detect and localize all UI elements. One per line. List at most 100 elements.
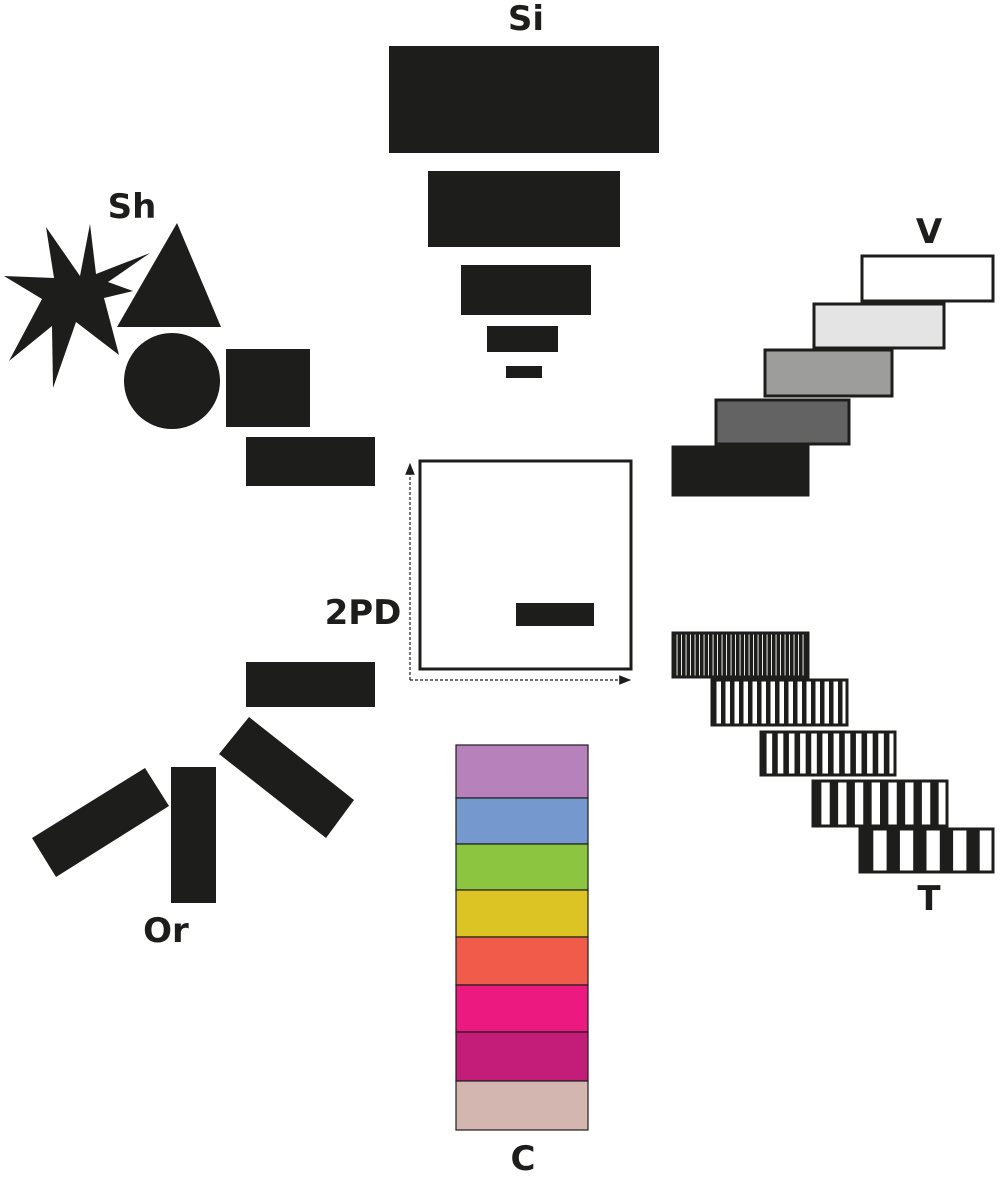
texture-stripe <box>700 633 704 677</box>
texture-stripe <box>828 732 834 775</box>
value-step-1 <box>671 445 810 497</box>
texture-stripe <box>709 633 713 677</box>
texture-stripe <box>718 633 722 677</box>
texture-stripe <box>722 633 727 677</box>
texture-step-2 <box>710 678 849 727</box>
texture-stripe <box>793 680 798 725</box>
texture-stripe <box>772 633 776 677</box>
texture-stripe <box>784 680 789 725</box>
texture-stripe <box>713 633 718 677</box>
texture-stripe <box>850 732 856 775</box>
texture-stripe <box>739 680 744 725</box>
texture-stripe <box>727 633 731 677</box>
value-step-3 <box>763 348 894 398</box>
texture-stripe <box>785 633 790 677</box>
color-swatch-8 <box>455 1080 589 1131</box>
shape-group: Sh <box>4 187 375 486</box>
texture-step-5 <box>858 827 995 874</box>
texture-stripe <box>896 781 906 826</box>
texture-stripe <box>790 633 794 677</box>
two-point-discrimination-group: 2PD <box>325 459 633 685</box>
rectangle-shape-icon <box>246 437 375 486</box>
texture-stripe <box>930 781 939 826</box>
texture-stripe <box>883 732 890 775</box>
value-step-5 <box>860 254 995 303</box>
texture-stripe <box>686 633 691 677</box>
texture-stripe <box>740 633 745 677</box>
texture-stripe <box>731 633 736 677</box>
texture-stripe <box>860 829 874 872</box>
texture-stripe <box>775 680 780 725</box>
texture-stripe <box>813 781 822 826</box>
value-step-2 <box>714 398 851 446</box>
texture-stripe <box>838 680 843 725</box>
texture-stripe <box>829 781 839 826</box>
orientation-rect-vertical <box>171 767 216 903</box>
color-group: C <box>455 744 589 1179</box>
texture-stripe <box>816 732 823 775</box>
color-swatch-7 <box>455 1031 589 1082</box>
texture-stripe <box>757 680 762 725</box>
color-swatch-5 <box>455 936 589 986</box>
size-rect-2 <box>428 171 620 247</box>
texture-stripe <box>695 633 700 677</box>
texture-stripe <box>794 633 799 677</box>
texture-group: T <box>671 631 995 919</box>
texture-stripe <box>839 732 845 775</box>
texture-stripe <box>721 680 726 725</box>
size-rect-1 <box>389 46 659 153</box>
texture-stripe <box>763 633 767 677</box>
texture-stripe <box>772 732 778 775</box>
texture-stripe <box>861 732 868 775</box>
texture-step-3 <box>759 730 897 777</box>
texture-stripe <box>749 633 754 677</box>
texture-stripe <box>863 781 872 826</box>
texture-stripe <box>691 633 695 677</box>
texture-stripe <box>846 781 855 826</box>
texture-stripe <box>799 633 803 677</box>
texture-stripe <box>748 680 753 725</box>
texture-step-4 <box>811 779 949 828</box>
texture-stripe <box>673 633 677 677</box>
triangle-shape-icon <box>117 223 221 327</box>
orientation-label: Or <box>143 911 189 951</box>
square-shape-icon <box>226 349 310 427</box>
shape-label: Sh <box>108 187 157 227</box>
color-swatch-3 <box>455 843 589 891</box>
texture-stripe <box>677 633 682 677</box>
color-label: C <box>511 1139 536 1179</box>
texture-stripe <box>682 633 686 677</box>
orientation-rect-horizontal <box>246 662 375 707</box>
texture-stripe <box>781 633 785 677</box>
texture-stripe <box>803 633 808 677</box>
texture-stripe <box>880 781 889 826</box>
texture-stripe <box>886 829 900 872</box>
texture-stripe <box>704 633 709 677</box>
size-rect-4 <box>487 326 558 352</box>
texture-stripe <box>913 829 927 872</box>
color-swatch-2 <box>455 797 589 845</box>
value-group: V <box>671 212 995 497</box>
texture-stripe <box>802 680 807 725</box>
orientation-rect-diagonal-left <box>32 768 169 877</box>
texture-stripe <box>829 680 834 725</box>
texture-stripe <box>872 732 879 775</box>
texture-stripe <box>794 732 801 775</box>
texture-stripe <box>758 633 763 677</box>
size-group: Si <box>389 0 659 378</box>
color-swatch-6 <box>455 984 589 1033</box>
size-label: Si <box>508 0 544 39</box>
texture-stripe <box>776 633 781 677</box>
texture-stripe <box>966 829 980 872</box>
texture-stripe <box>820 680 825 725</box>
texture-stripe <box>745 633 749 677</box>
2pd-frame <box>418 459 633 671</box>
color-swatch-4 <box>455 889 589 938</box>
texture-stripe <box>754 633 758 677</box>
texture-stripe <box>783 732 789 775</box>
texture-stripe <box>730 680 735 725</box>
two-point-discrimination-label: 2PD <box>325 593 402 633</box>
texture-step-1 <box>671 631 810 679</box>
orientation-rect-diagonal-right <box>219 717 354 838</box>
